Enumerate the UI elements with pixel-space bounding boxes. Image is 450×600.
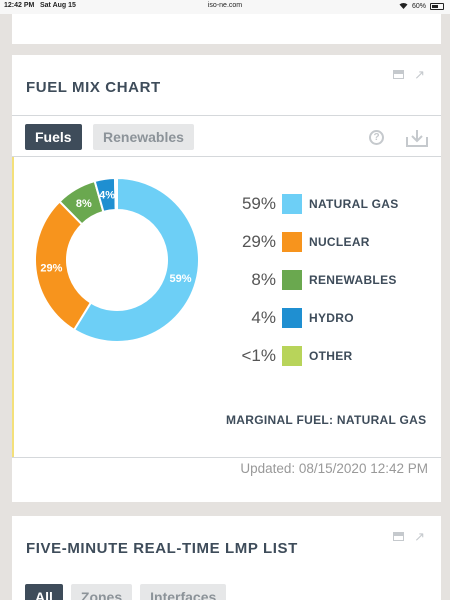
status-time: 12:42 PM <box>4 2 35 9</box>
marginal-fuel: MARGINAL FUEL: NATURAL GAS <box>226 413 427 427</box>
legend-percent: 29% <box>241 232 276 251</box>
tab-interfaces[interactable]: Interfaces <box>140 584 227 600</box>
legend-swatch <box>282 308 302 328</box>
legend-percent: <1% <box>241 346 277 365</box>
lmp-list-card: FIVE-MINUTE REAL-TIME LMP LIST ↗ All Zon… <box>12 516 441 600</box>
download-icon[interactable] <box>406 129 428 147</box>
tab-all[interactable]: All <box>25 584 63 600</box>
legend-swatch <box>282 346 302 366</box>
legend-percent: 4% <box>251 308 276 327</box>
lmp-tabs: All Zones Interfaces <box>25 584 227 600</box>
legend-item: 8% RENEWABLES <box>214 269 444 293</box>
help-icon[interactable]: ? <box>369 130 384 145</box>
status-date: Sat Aug 15 <box>40 2 76 9</box>
battery-level <box>432 5 438 8</box>
card-actions: ↗ <box>393 67 425 82</box>
status-bar: 12:42 PM Sat Aug 15 iso-ne.com 60% <box>0 0 450 14</box>
minimize-icon[interactable] <box>393 532 405 541</box>
legend-label: NATURAL GAS <box>309 197 399 211</box>
donut-slice-natural-gas[interactable] <box>72 176 200 343</box>
fuel-mix-tabs: Fuels Renewables ? <box>12 115 441 157</box>
minimize-icon[interactable] <box>393 70 405 79</box>
fuel-mix-card: FUEL MIX CHART ↗ Fuels Renewables ? 59% 2… <box>12 55 441 502</box>
battery-icon <box>430 3 444 10</box>
legend-percent: 8% <box>251 270 276 289</box>
legend-item: 4% HYDRO <box>214 307 444 331</box>
legend-label: HYDRO <box>309 311 354 325</box>
expand-arrow-icon[interactable]: ↗ <box>414 529 425 544</box>
divider <box>12 457 441 458</box>
tab-fuels[interactable]: Fuels <box>25 124 82 150</box>
legend-percent: 59% <box>241 194 276 213</box>
donut-chart: 59% 29% 8% 4% <box>34 176 200 343</box>
fuel-mix-title: FUEL MIX CHART <box>26 79 161 96</box>
slice-label: 8% <box>76 198 92 210</box>
legend-label: RENEWABLES <box>309 273 397 287</box>
tab-zones[interactable]: Zones <box>70 584 133 600</box>
donut-slice-other[interactable] <box>113 176 118 212</box>
battery-percent: 60% <box>411 3 426 10</box>
legend-swatch <box>282 194 302 214</box>
slice-label: 4% <box>99 190 115 202</box>
slice-label: 29% <box>40 262 62 274</box>
updated-timestamp: Updated: 08/15/2020 12:42 PM <box>240 461 428 476</box>
expand-arrow-icon[interactable]: ↗ <box>414 67 425 82</box>
lmp-list-title: FIVE-MINUTE REAL-TIME LMP LIST <box>26 540 298 557</box>
previous-card <box>12 14 441 44</box>
slice-label: 59% <box>169 273 191 285</box>
wifi-icon <box>399 2 408 11</box>
legend-swatch <box>282 232 302 252</box>
legend-label: NUCLEAR <box>309 235 370 249</box>
tab-renewables[interactable]: Renewables <box>93 124 194 150</box>
legend-label: OTHER <box>309 349 353 363</box>
status-right: 60% <box>399 2 444 11</box>
card-actions: ↗ <box>393 529 425 544</box>
address-url[interactable]: iso-ne.com <box>207 2 243 9</box>
legend-item: 59% NATURAL GAS <box>214 193 444 217</box>
legend-item: <1% OTHER <box>214 345 444 369</box>
legend-item: 29% NUCLEAR <box>214 231 444 255</box>
legend-swatch <box>282 270 302 290</box>
fuel-mix-chart: 59% 29% 8% 4% 59% NATURAL GAS 29% NUCLEAR 8% REN… <box>12 157 441 457</box>
